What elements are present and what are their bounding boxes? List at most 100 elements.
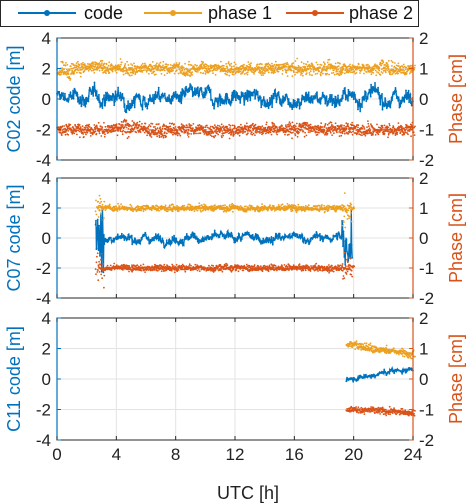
data-point: [179, 134, 182, 137]
data-point: [131, 120, 134, 122]
data-point: [325, 70, 328, 72]
data-point: [414, 125, 416, 128]
data-point: [82, 129, 85, 132]
data-point: [261, 63, 263, 66]
data-point: [290, 125, 293, 128]
data-point: [391, 65, 393, 67]
data-point: [332, 69, 335, 72]
legend-phase2-marker: [312, 10, 318, 16]
data-point: [158, 134, 161, 137]
data-point: [388, 129, 390, 131]
data-point: [343, 72, 346, 75]
data-point: [81, 125, 84, 128]
data-point: [199, 132, 202, 135]
data-point: [123, 126, 126, 129]
data-point: [286, 69, 289, 72]
data-point: [381, 128, 383, 131]
data-point: [358, 67, 361, 69]
data-point: [103, 200, 106, 203]
data-point: [323, 129, 326, 132]
legend-phase1-label: phase 1: [208, 3, 272, 23]
data-point: [125, 119, 128, 122]
data-point: [118, 64, 120, 67]
data-point: [102, 208, 104, 211]
data-point: [228, 137, 231, 140]
data-point: [204, 129, 207, 131]
data-point: [75, 129, 78, 132]
data-point: [271, 62, 273, 65]
data-point: [86, 131, 89, 134]
data-point: [269, 64, 272, 67]
data-point: [309, 73, 311, 76]
data-point: [302, 125, 304, 128]
data-point: [100, 210, 103, 212]
data-point: [379, 126, 381, 129]
data-point: [103, 217, 105, 219]
data-point: [384, 71, 387, 74]
data-point: [125, 67, 127, 69]
data-point: [244, 69, 247, 72]
data-point: [187, 136, 190, 138]
data-point: [228, 131, 231, 134]
data-point: [106, 66, 109, 69]
data-point: [319, 73, 322, 76]
data-point: [246, 73, 249, 76]
data-point: [92, 63, 95, 65]
data-point: [269, 131, 272, 134]
data-point: [104, 69, 106, 72]
data-point: [234, 63, 237, 66]
data-point: [347, 125, 350, 128]
data-point: [62, 68, 64, 70]
data-point: [63, 125, 66, 127]
data-point: [386, 69, 388, 72]
data-point: [91, 128, 94, 131]
data-point: [261, 125, 264, 128]
data-point: [101, 69, 104, 72]
data-point: [367, 120, 369, 122]
data-point: [91, 61, 94, 64]
data-point: [402, 131, 405, 134]
data-point: [124, 63, 127, 65]
data-point: [94, 127, 97, 130]
data-point: [114, 129, 117, 132]
data-point: [230, 132, 233, 135]
data-point: [222, 125, 225, 128]
data-point: [397, 122, 400, 124]
data-point: [235, 71, 237, 74]
data-point: [186, 126, 188, 129]
data-point: [104, 125, 107, 128]
data-point: [279, 129, 282, 132]
data-point: [288, 121, 291, 124]
data-point: [187, 74, 189, 77]
data-point: [179, 68, 181, 71]
data-point: [373, 67, 376, 70]
data-point: [363, 72, 365, 75]
data-point: [401, 65, 404, 67]
data-point: [83, 131, 85, 134]
y-axis-label-left: C02 code [m]: [4, 45, 24, 152]
data-point: [262, 74, 265, 76]
data-point: [173, 72, 176, 75]
data-point: [108, 204, 110, 207]
data-point: [300, 61, 303, 64]
data-point: [168, 122, 171, 125]
data-point: [343, 124, 345, 127]
data-point: [308, 129, 310, 132]
data-point: [305, 63, 308, 66]
data-point: [166, 132, 168, 135]
data-point: [404, 68, 407, 71]
data-point: [300, 66, 302, 69]
data-point: [267, 71, 270, 74]
data-point: [265, 123, 268, 126]
data-point: [254, 123, 257, 126]
data-point: [156, 62, 158, 65]
data-point: [240, 123, 242, 126]
data-point: [222, 134, 225, 137]
data-point: [195, 67, 198, 70]
data-point: [315, 125, 317, 128]
data-point: [101, 126, 104, 129]
data-point: [214, 134, 217, 137]
data-point: [347, 123, 349, 125]
data-point: [319, 66, 321, 69]
data-point: [109, 206, 112, 208]
